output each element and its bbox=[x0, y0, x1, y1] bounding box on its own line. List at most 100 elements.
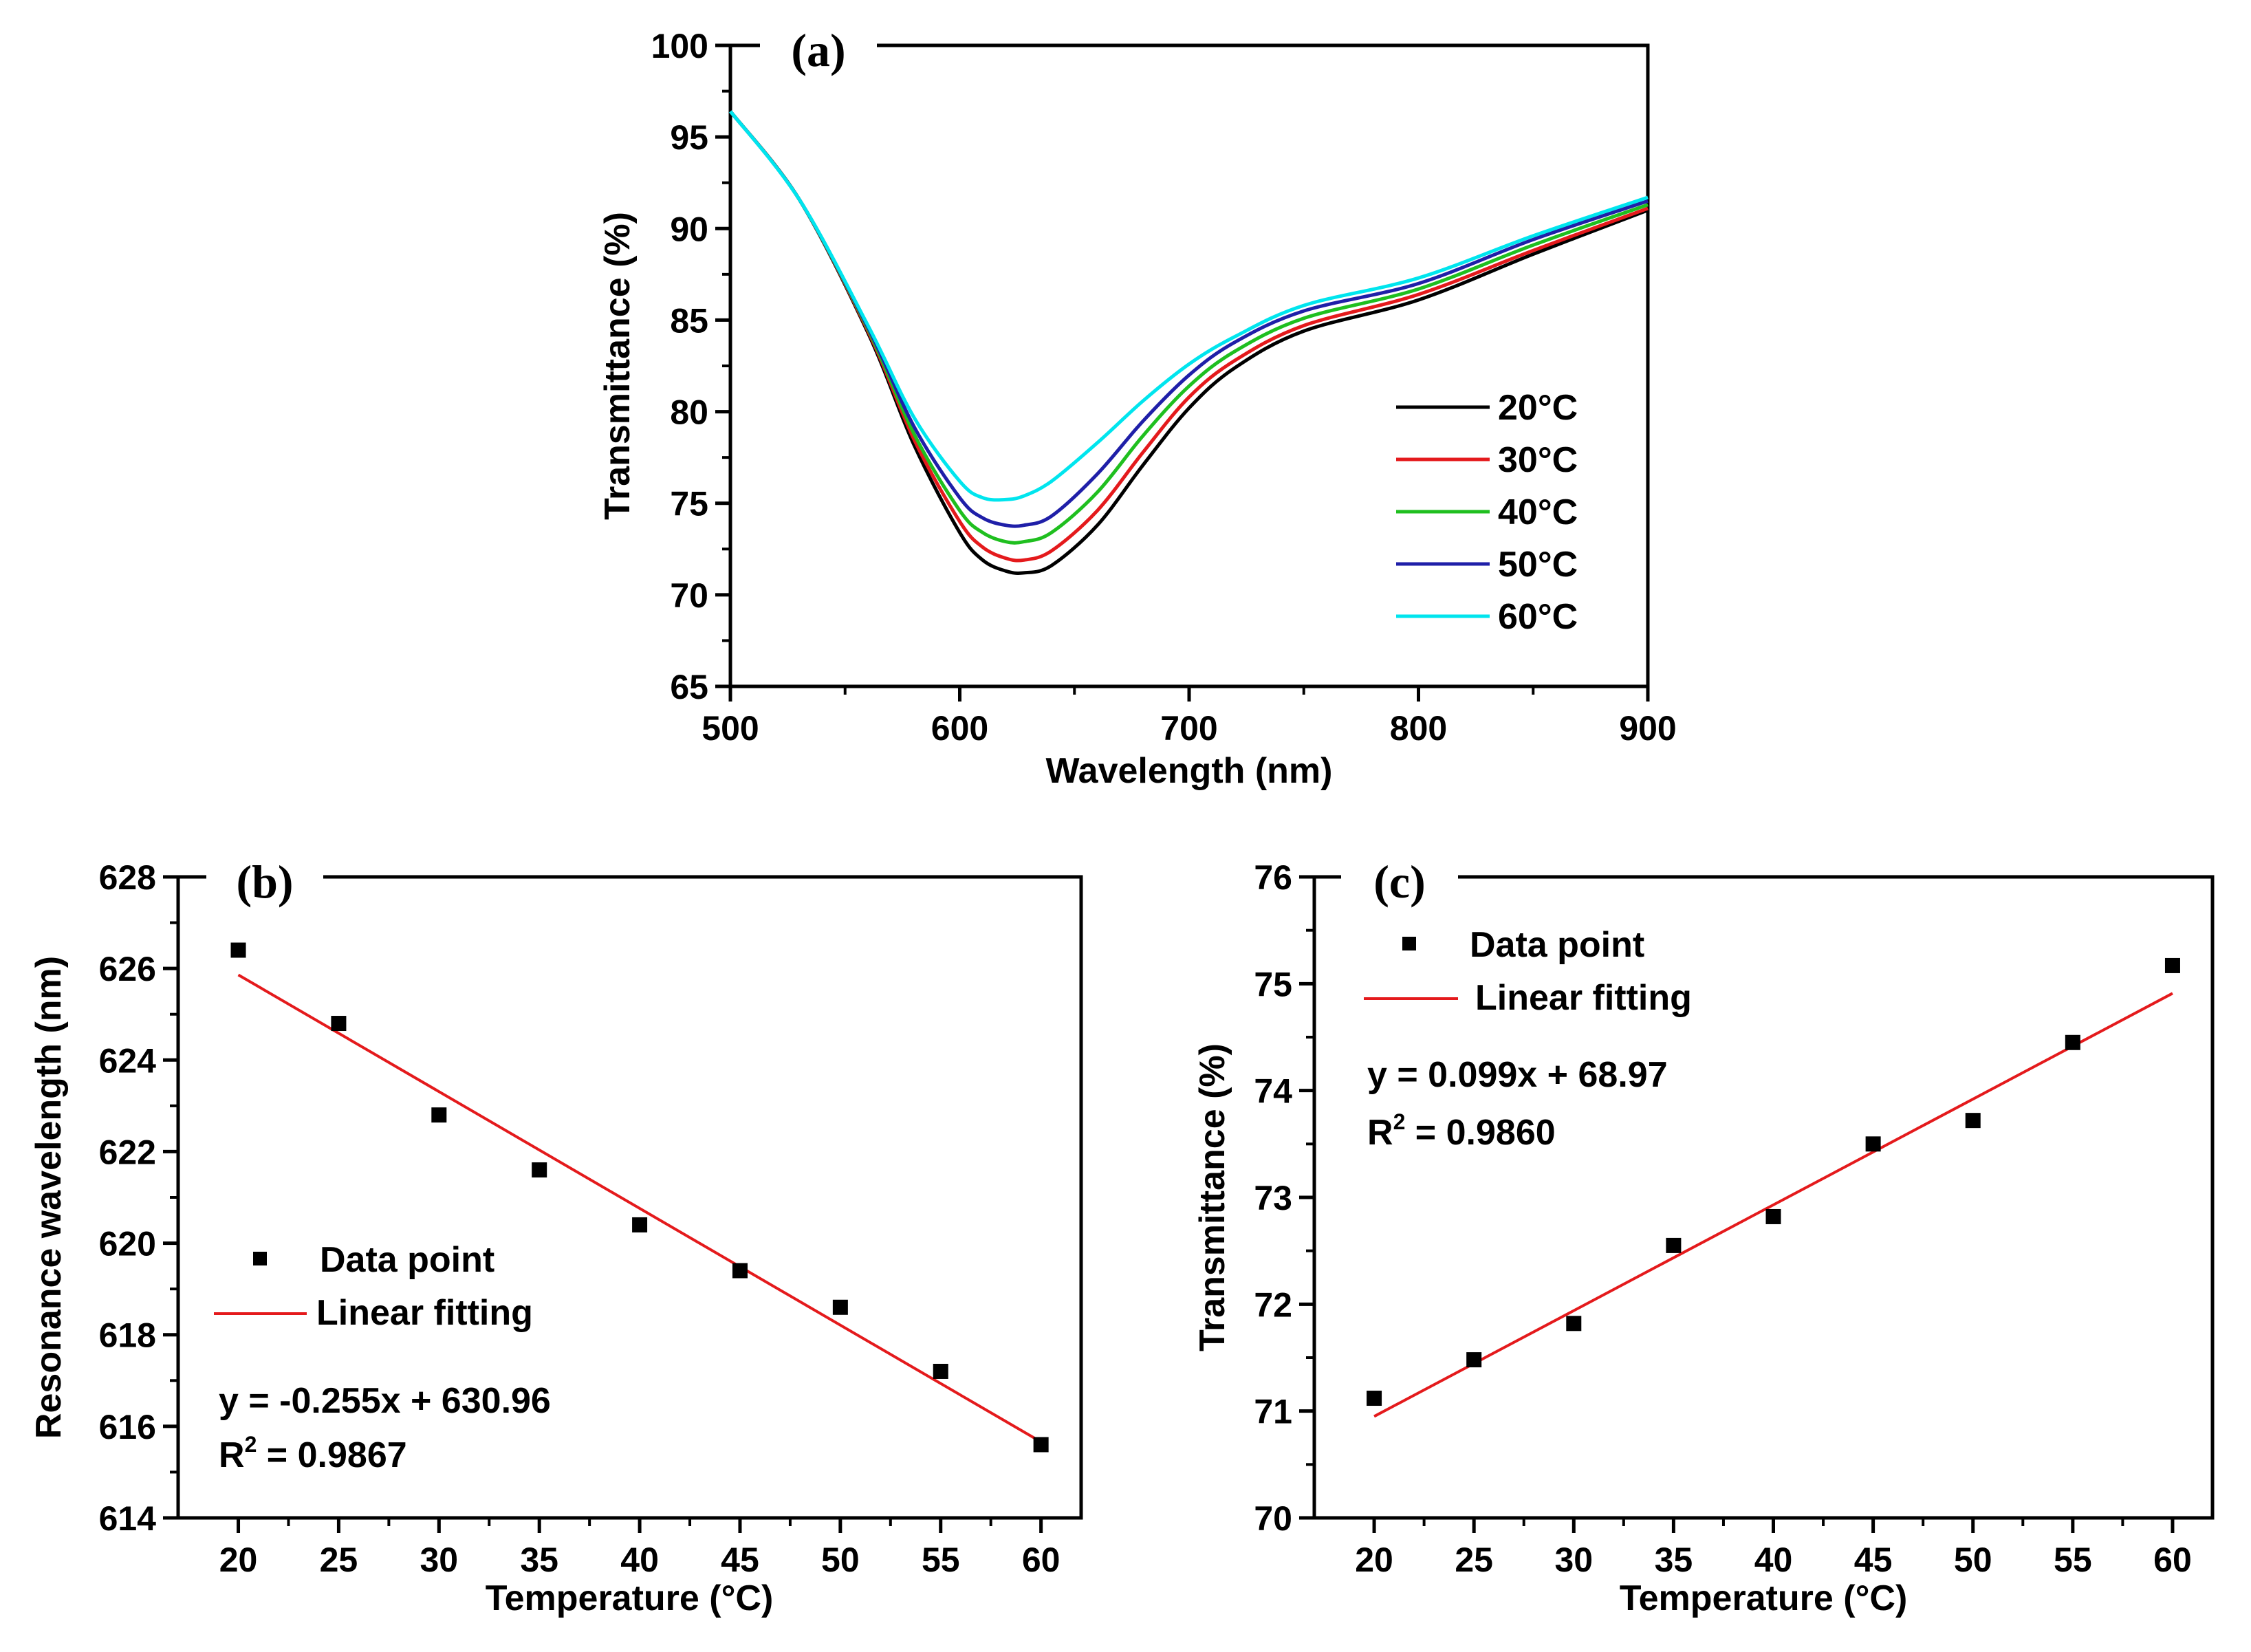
panel-a-xtick-label: 700 bbox=[1160, 709, 1217, 748]
panel-a-ytick-label: 75 bbox=[670, 485, 708, 523]
panel-a: (a) 500 600 700 800 900 65 70 75 80 85 90 95 100 20… bbox=[598, 24, 1677, 791]
panel-b-data-point bbox=[331, 1016, 347, 1032]
panel-c-r2-value: = 0.9860 bbox=[1405, 1113, 1555, 1153]
panel-c-data-point bbox=[1865, 1136, 1881, 1152]
panel-c-ytick-label: 72 bbox=[1254, 1285, 1292, 1324]
panel-a-label: (a) bbox=[791, 24, 845, 76]
panel-b-data-point bbox=[1033, 1437, 1049, 1453]
panel-b-ylabel: Resonance wavelength (nm) bbox=[29, 956, 69, 1439]
panel-a-ytick-label: 85 bbox=[670, 301, 708, 340]
panel-b-ytick-label: 626 bbox=[99, 950, 156, 988]
panel-c-xtick-label: 30 bbox=[1554, 1541, 1593, 1579]
panel-c-ytick-label: 74 bbox=[1254, 1072, 1292, 1111]
panel-c-xtick-label: 35 bbox=[1655, 1541, 1693, 1579]
panel-c-ytick-label: 73 bbox=[1254, 1179, 1292, 1217]
panel-b-data-point bbox=[933, 1363, 948, 1379]
panel-a-legend-label-4: 50°C bbox=[1498, 545, 1578, 585]
panel-a-legend-label-2: 30°C bbox=[1498, 440, 1578, 480]
panel-c-xtick-label: 20 bbox=[1355, 1541, 1393, 1579]
panel-c-ytick-label: 71 bbox=[1254, 1393, 1292, 1431]
panel-c-data-point bbox=[1566, 1316, 1582, 1332]
panel-b-legend-fit-label: Linear fitting bbox=[316, 1293, 533, 1333]
panel-b-ytick-label: 614 bbox=[99, 1499, 157, 1538]
panel-a-ylabel: Transmittance (%) bbox=[598, 212, 638, 520]
panel-a-xtick-label: 900 bbox=[1619, 709, 1676, 748]
panel-c-xtick-label: 55 bbox=[2054, 1541, 2092, 1579]
panel-c-data-point bbox=[1965, 1113, 1981, 1129]
panel-b: (b) 20 25 30 35 40 45 50 55 60 614 616 618 620 622 62… bbox=[29, 856, 1083, 1618]
panel-a-xtick-label: 600 bbox=[931, 709, 988, 748]
panel-b-r2-value: = 0.9867 bbox=[257, 1435, 406, 1475]
panel-c-ytick-label: 75 bbox=[1254, 965, 1292, 1003]
panel-c-xtick-label: 50 bbox=[1954, 1541, 1992, 1579]
panel-a-legend-label-5: 60°C bbox=[1498, 597, 1578, 637]
panel-b-ytick-label: 628 bbox=[99, 858, 156, 897]
panel-c-legend-data-label: Data point bbox=[1470, 925, 1644, 965]
panel-c-data-point bbox=[2065, 1034, 2080, 1050]
panel-a-xlabel: Wavelength (nm) bbox=[1046, 751, 1333, 791]
panel-c: (c) 20 25 30 35 40 45 50 55 60 70 71 72 73 74 75 76 Da… bbox=[1193, 856, 2215, 1618]
panel-b-xtick-label: 35 bbox=[520, 1541, 558, 1579]
panel-a-label-bg bbox=[760, 24, 877, 72]
panel-b-data-point bbox=[632, 1217, 648, 1232]
panel-b-data-point bbox=[230, 942, 246, 958]
panel-b-xtick-label: 20 bbox=[219, 1541, 258, 1579]
panel-b-xtick-label: 50 bbox=[821, 1541, 860, 1579]
panel-b-xtick-label: 40 bbox=[620, 1541, 659, 1579]
panel-c-ytick-label: 76 bbox=[1254, 858, 1292, 897]
panel-a-ytick-label: 95 bbox=[670, 118, 708, 157]
panel-b-data-point bbox=[532, 1162, 547, 1178]
panel-c-r2-sup: 2 bbox=[1393, 1109, 1406, 1134]
panel-b-xtick-label: 25 bbox=[320, 1541, 358, 1579]
panel-a-xtick-label: 500 bbox=[702, 709, 759, 748]
panel-b-label: (b) bbox=[236, 856, 293, 908]
panel-c-r2: R2 = 0.9860 bbox=[1367, 1109, 1556, 1153]
panel-b-xtick-label: 60 bbox=[1022, 1541, 1061, 1579]
panel-b-ytick-label: 622 bbox=[99, 1133, 156, 1171]
panel-c-data-point bbox=[2164, 957, 2180, 973]
panel-a-legend-label-3: 40°C bbox=[1498, 492, 1578, 532]
panel-c-xtick-label: 45 bbox=[1854, 1541, 1893, 1579]
panel-c-ylabel: Transmittance (%) bbox=[1193, 1043, 1232, 1351]
panel-b-r2-label: R bbox=[219, 1435, 245, 1475]
panel-c-ytick-label: 70 bbox=[1254, 1499, 1292, 1538]
panel-b-equation: y = -0.255x + 630.96 bbox=[219, 1381, 551, 1421]
panel-a-ytick-label: 100 bbox=[651, 27, 708, 65]
panel-b-xtick-label: 45 bbox=[721, 1541, 759, 1579]
panel-c-fit-line bbox=[1373, 992, 2173, 1418]
panel-b-legend-marker bbox=[253, 1252, 267, 1265]
panel-a-ytick-label: 65 bbox=[670, 668, 708, 706]
panel-c-xtick-label: 60 bbox=[2153, 1541, 2192, 1579]
panel-b-data-point bbox=[832, 1299, 848, 1315]
panel-a-ytick-label: 80 bbox=[670, 393, 708, 432]
panel-b-fit-line bbox=[237, 973, 1042, 1444]
panel-b-xtick-label: 30 bbox=[420, 1541, 458, 1579]
panel-a-xtick-label: 800 bbox=[1390, 709, 1447, 748]
panel-c-label-bg bbox=[1341, 856, 1458, 904]
panel-b-r2-sup: 2 bbox=[245, 1432, 257, 1457]
panel-b-xtick-label: 55 bbox=[922, 1541, 960, 1579]
panel-a-legend-label-1: 20°C bbox=[1498, 388, 1578, 428]
panel-c-data-point bbox=[1367, 1391, 1382, 1406]
panel-c-xlabel: Temperature (°C) bbox=[1620, 1578, 1908, 1618]
panel-b-label-bg bbox=[206, 856, 323, 904]
panel-c-label: (c) bbox=[1373, 856, 1425, 908]
panel-c-equation: y = 0.099x + 68.97 bbox=[1367, 1055, 1668, 1095]
panel-c-r2-label: R bbox=[1367, 1113, 1393, 1153]
panel-c-data-point bbox=[1765, 1208, 1781, 1224]
panel-b-ytick-label: 624 bbox=[99, 1041, 157, 1080]
panel-a-ytick-label: 70 bbox=[670, 576, 708, 615]
panel-b-xlabel: Temperature (°C) bbox=[486, 1578, 774, 1618]
panel-b-legend-data-label: Data point bbox=[320, 1240, 494, 1280]
panel-b-ytick-label: 618 bbox=[99, 1316, 156, 1355]
panel-c-data-point bbox=[1466, 1352, 1482, 1368]
panel-c-legend-marker bbox=[1402, 937, 1416, 950]
panel-c-xtick-label: 25 bbox=[1455, 1541, 1493, 1579]
panel-a-series-line-5 bbox=[729, 110, 1649, 502]
panel-c-data-point bbox=[1666, 1237, 1682, 1253]
panel-c-xtick-label: 40 bbox=[1754, 1541, 1793, 1579]
panel-b-ytick-label: 616 bbox=[99, 1408, 156, 1446]
panel-a-ytick-label: 90 bbox=[670, 210, 708, 248]
